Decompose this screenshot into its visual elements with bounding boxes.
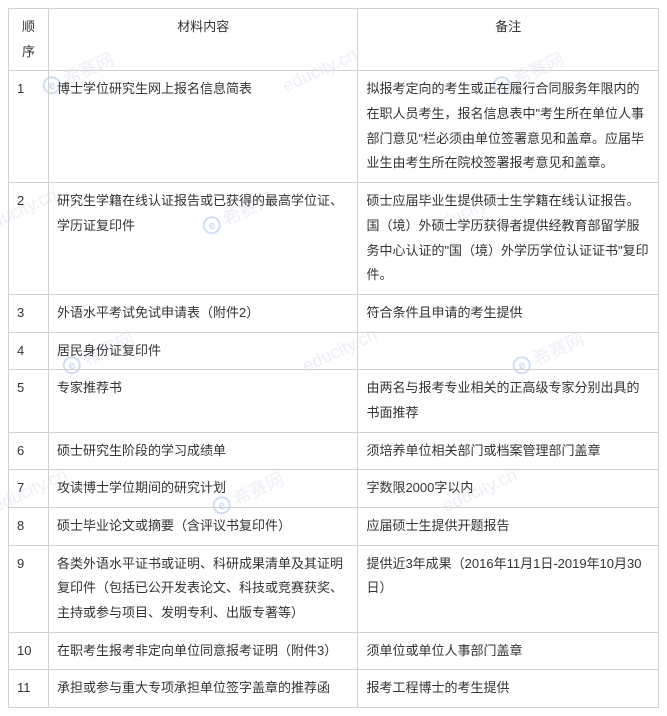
cell-content: 各类外语水平证书或证明、科研成果清单及其证明复印件（包括已公开发表论文、科技或竞… — [48, 545, 357, 632]
cell-content: 硕士研究生阶段的学习成绩单 — [48, 432, 357, 470]
table-row: 7攻读博士学位期间的研究计划字数限2000字以内 — [9, 470, 659, 508]
table-row: 1博士学位研究生网上报名信息简表拟报考定向的考生或正在履行合同服务年限内的在职人… — [9, 71, 659, 183]
table-row: 4居民身份证复印件 — [9, 332, 659, 370]
table-header-row: 顺序 材料内容 备注 — [9, 9, 659, 71]
cell-content: 专家推荐书 — [48, 370, 357, 432]
materials-table: 顺序 材料内容 备注 1博士学位研究生网上报名信息简表拟报考定向的考生或正在履行… — [8, 8, 659, 708]
cell-remark: 拟报考定向的考生或正在履行合同服务年限内的在职人员考生，报名信息表中"考生所在单… — [358, 71, 659, 183]
table-row: 3外语水平考试免试申请表（附件2）符合条件且申请的考生提供 — [9, 294, 659, 332]
cell-remark: 由两名与报考专业相关的正高级专家分别出具的书面推荐 — [358, 370, 659, 432]
table-row: 10在职考生报考非定向单位同意报考证明（附件3）须单位或单位人事部门盖章 — [9, 632, 659, 670]
cell-remark — [358, 332, 659, 370]
cell-seq: 1 — [9, 71, 49, 183]
table-row: 9各类外语水平证书或证明、科研成果清单及其证明复印件（包括已公开发表论文、科技或… — [9, 545, 659, 632]
table-body: 1博士学位研究生网上报名信息简表拟报考定向的考生或正在履行合同服务年限内的在职人… — [9, 71, 659, 708]
cell-content: 居民身份证复印件 — [48, 332, 357, 370]
cell-seq: 2 — [9, 183, 49, 295]
cell-content: 博士学位研究生网上报名信息简表 — [48, 71, 357, 183]
cell-content: 硕士毕业论文或摘要（含评议书复印件） — [48, 508, 357, 546]
header-seq: 顺序 — [9, 9, 49, 71]
cell-content: 攻读博士学位期间的研究计划 — [48, 470, 357, 508]
header-remark: 备注 — [358, 9, 659, 71]
cell-remark: 硕士应届毕业生提供硕士生学籍在线认证报告。 国（境）外硕士学历获得者提供经教育部… — [358, 183, 659, 295]
cell-seq: 9 — [9, 545, 49, 632]
table-row: 11承担或参与重大专项承担单位签字盖章的推荐函报考工程博士的考生提供 — [9, 670, 659, 708]
cell-remark: 须单位或单位人事部门盖章 — [358, 632, 659, 670]
cell-seq: 10 — [9, 632, 49, 670]
table-row: 2研究生学籍在线认证报告或已获得的最高学位证、学历证复印件硕士应届毕业生提供硕士… — [9, 183, 659, 295]
cell-content: 研究生学籍在线认证报告或已获得的最高学位证、学历证复印件 — [48, 183, 357, 295]
cell-seq: 5 — [9, 370, 49, 432]
cell-remark: 报考工程博士的考生提供 — [358, 670, 659, 708]
cell-content: 外语水平考试免试申请表（附件2） — [48, 294, 357, 332]
cell-content: 承担或参与重大专项承担单位签字盖章的推荐函 — [48, 670, 357, 708]
cell-seq: 6 — [9, 432, 49, 470]
cell-seq: 3 — [9, 294, 49, 332]
cell-content: 在职考生报考非定向单位同意报考证明（附件3） — [48, 632, 357, 670]
cell-remark: 应届硕士生提供开题报告 — [358, 508, 659, 546]
header-content: 材料内容 — [48, 9, 357, 71]
table-row: 6硕士研究生阶段的学习成绩单须培养单位相关部门或档案管理部门盖章 — [9, 432, 659, 470]
cell-seq: 8 — [9, 508, 49, 546]
cell-remark: 字数限2000字以内 — [358, 470, 659, 508]
cell-remark: 须培养单位相关部门或档案管理部门盖章 — [358, 432, 659, 470]
cell-seq: 4 — [9, 332, 49, 370]
table-row: 5专家推荐书由两名与报考专业相关的正高级专家分别出具的书面推荐 — [9, 370, 659, 432]
cell-remark: 提供近3年成果（2016年11月1日-2019年10月30日） — [358, 545, 659, 632]
cell-seq: 7 — [9, 470, 49, 508]
cell-seq: 11 — [9, 670, 49, 708]
cell-remark: 符合条件且申请的考生提供 — [358, 294, 659, 332]
table-row: 8硕士毕业论文或摘要（含评议书复印件）应届硕士生提供开题报告 — [9, 508, 659, 546]
